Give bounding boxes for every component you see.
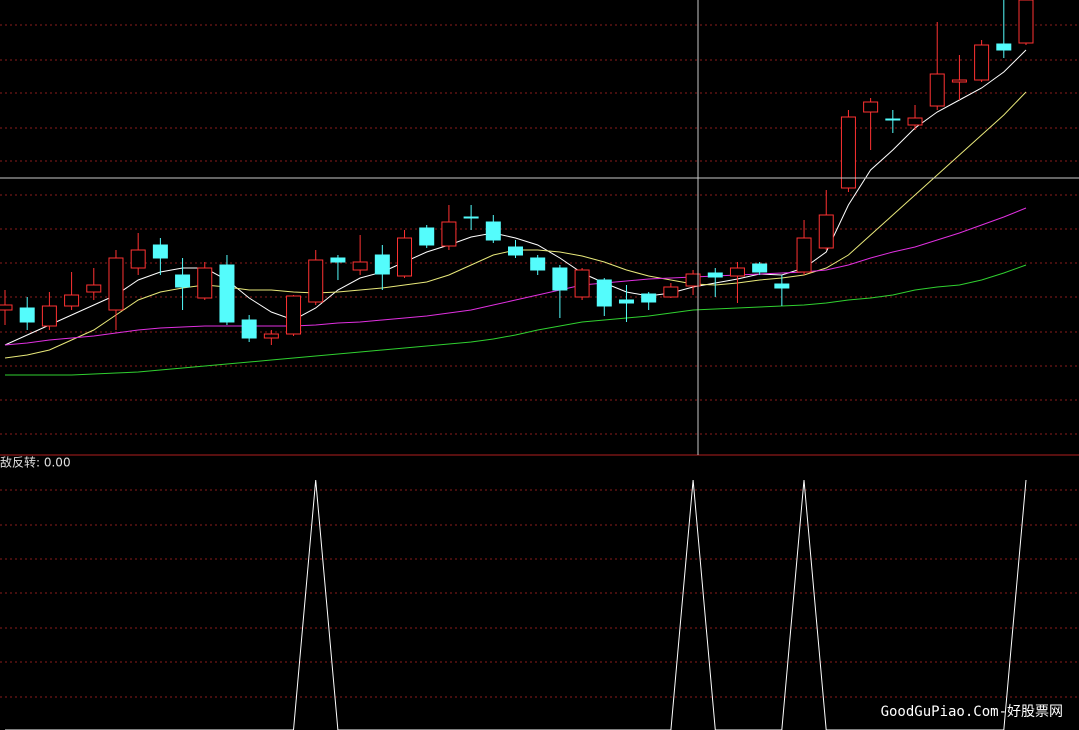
candle-body: [108, 257, 124, 311]
candle-body: [286, 295, 302, 335]
candle-body: [951, 79, 967, 83]
line-series: [4, 49, 1027, 346]
candle-body: [175, 274, 191, 288]
line-series: [4, 91, 1027, 359]
candle-body: [796, 237, 812, 273]
candle-body: [352, 261, 368, 271]
candle-body: [508, 246, 523, 256]
line-series: [4, 207, 1027, 346]
candle-body: [618, 299, 634, 304]
indicator-title: 敌反转: 0.00: [0, 455, 71, 470]
candle-body: [996, 43, 1012, 51]
candle-body: [641, 293, 657, 303]
candle-body: [729, 267, 745, 277]
watermark: GoodGuPiao.Com-好股票网: [881, 704, 1063, 720]
candle-body: [863, 101, 879, 113]
candle-body: [263, 333, 279, 339]
candle-body: [818, 214, 834, 249]
candle-body: [929, 73, 945, 107]
candle-body: [574, 269, 590, 298]
candle-body: [552, 267, 568, 291]
candle-body: [885, 118, 901, 121]
candle-body: [707, 272, 723, 278]
candle-body: [596, 279, 612, 307]
line-series: [5, 264, 1027, 376]
grid: [0, 24, 1079, 698]
candle-body: [241, 319, 257, 339]
candle-body: [752, 263, 768, 273]
candle-body: [419, 227, 435, 246]
candle-body: [308, 259, 324, 303]
candle-body: [374, 254, 390, 275]
candle-body: [974, 44, 990, 81]
line-series: [5, 479, 1027, 730]
candle-body: [152, 244, 168, 259]
candle-body: [330, 257, 346, 263]
candle-body: [397, 237, 413, 277]
candle-body: [41, 305, 57, 327]
candle-body: [219, 264, 235, 323]
candle-body: [530, 257, 546, 271]
candle-body: [0, 304, 13, 311]
plot: [0, 0, 1034, 730]
candle-body: [840, 116, 856, 189]
candle-body: [86, 284, 102, 293]
candle-body: [64, 294, 80, 307]
candle-body: [463, 216, 479, 219]
candle-body: [441, 221, 457, 247]
candle-body: [19, 307, 35, 323]
candle-body: [485, 221, 501, 241]
candle-body: [130, 249, 146, 269]
candle-body: [1018, 0, 1034, 44]
candle-body: [774, 283, 790, 289]
candle-body: [907, 117, 923, 126]
candle-body: [663, 286, 679, 298]
candle-body: [685, 273, 701, 287]
candle-body: [197, 267, 213, 299]
